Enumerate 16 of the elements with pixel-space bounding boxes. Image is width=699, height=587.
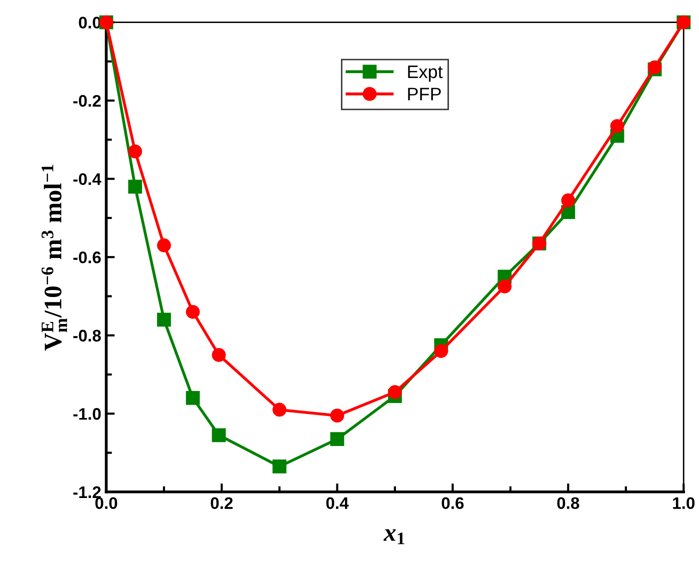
y-tick-label: -0.6 [73, 252, 101, 264]
x-tick-label: 0.6 [442, 497, 464, 510]
y-tick-label: -0.8 [73, 330, 101, 342]
legend-label: PFP [408, 88, 441, 100]
x-tick-label: 1.0 [673, 497, 695, 510]
x-tick-label: 0.0 [95, 497, 118, 510]
x-axis-title: x$_{1}$ [384, 529, 404, 544]
x-tick-label: 0.8 [557, 497, 580, 510]
y-tick-label: -1.2 [73, 486, 101, 498]
text: V$^{E}$$_{m}$/10$^{−6}$ m$^{3}$ mol$^{−1}$ [42, 164, 67, 351]
x-tick-label: 0.4 [326, 497, 349, 510]
y-tick-label: -1.0 [73, 408, 101, 420]
x-tick-label: 0.2 [210, 497, 233, 510]
y-tick-label: -0.2 [73, 94, 101, 107]
legend-label: Expt [408, 66, 443, 82]
y-tick-label: -0.4 [73, 173, 102, 186]
